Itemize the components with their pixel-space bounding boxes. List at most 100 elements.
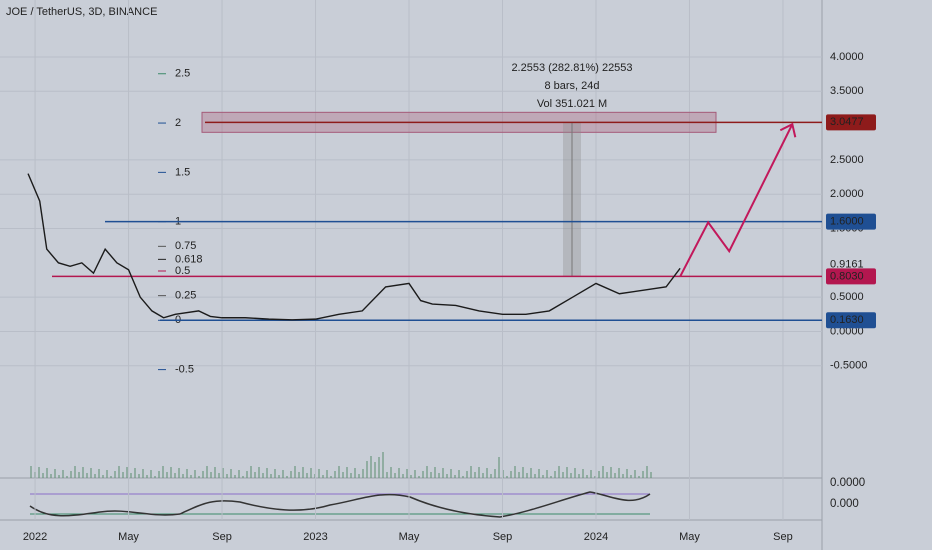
volume-bar [606, 472, 608, 478]
y-tick-label: 3.5000 [830, 85, 864, 97]
volume-bar [122, 472, 124, 478]
level-label: 1.6000 [830, 216, 864, 228]
volume-bar [354, 468, 356, 478]
last-price-label: 0.9161 [830, 259, 864, 271]
volume-bar [454, 475, 456, 478]
volume-bar [402, 474, 404, 478]
volume-bar [158, 471, 160, 478]
volume-bar [426, 466, 428, 478]
volume-bar [218, 473, 220, 478]
volume-bar [438, 473, 440, 478]
volume-bar [638, 476, 640, 478]
volume-bar [78, 472, 80, 478]
volume-bar [130, 473, 132, 478]
volume-bar [142, 469, 144, 478]
volume-bar [82, 467, 84, 478]
volume-bar [334, 471, 336, 478]
volume-bar [250, 466, 252, 478]
volume-bar [386, 472, 388, 478]
volume-bar [310, 468, 312, 478]
volume-bar [414, 470, 416, 478]
volume-bar [286, 476, 288, 478]
volume-bar [146, 475, 148, 478]
volume-bar [614, 473, 616, 478]
volume-bar [182, 474, 184, 478]
volume-bar [398, 468, 400, 478]
volume-bar [406, 469, 408, 478]
volume-bar [482, 473, 484, 478]
volume-bar [574, 468, 576, 478]
volume-bar [554, 471, 556, 478]
volume-bar [138, 474, 140, 478]
y-tick-label: 2.5000 [830, 154, 864, 166]
volume-bar [650, 472, 652, 478]
fib-label: 0.75 [175, 240, 196, 252]
volume-bar [410, 475, 412, 478]
volume-bar [86, 473, 88, 478]
volume-bar [602, 466, 604, 478]
volume-bar [262, 473, 264, 478]
volume-bar [446, 474, 448, 478]
volume-bar [118, 466, 120, 478]
volume-bar [290, 471, 292, 478]
volume-bar [366, 461, 368, 478]
volume-bar [522, 467, 524, 478]
measure-label: 8 bars, 24d [544, 80, 599, 92]
level-label: 3.0477 [830, 116, 864, 128]
volume-bar [202, 471, 204, 478]
x-tick-label: 2023 [303, 531, 327, 543]
volume-bar [270, 474, 272, 478]
volume-bar [506, 476, 508, 478]
x-tick-label: 2022 [23, 531, 47, 543]
volume-bar [102, 475, 104, 478]
volume-bar [46, 468, 48, 478]
volume-bar [110, 476, 112, 478]
volume-bar [126, 467, 128, 478]
volume-bar [578, 474, 580, 478]
projection-arrowhead [779, 122, 797, 138]
volume-bar [266, 468, 268, 478]
volume-bar [186, 469, 188, 478]
volume-bar [314, 474, 316, 478]
projection-line [679, 123, 794, 278]
volume-bar [50, 474, 52, 478]
volume-bar [98, 469, 100, 478]
volume-bar [206, 466, 208, 478]
volume-bar [630, 475, 632, 478]
volume-bar [106, 470, 108, 478]
volume-bar [422, 471, 424, 478]
y-tick-label: 4.0000 [830, 51, 864, 63]
y-tick-label: -0.5000 [830, 360, 867, 372]
volume-bar [274, 469, 276, 478]
volume-bar [642, 471, 644, 478]
fib-label: 0.618 [175, 253, 203, 265]
volume-bar [514, 466, 516, 478]
volume-bar [42, 473, 44, 478]
volume-bar [278, 475, 280, 478]
y-tick-label: 0.5000 [830, 291, 864, 303]
volume-bar [154, 476, 156, 478]
level-label: 0.1630 [830, 314, 864, 326]
volume-bar [346, 467, 348, 478]
fib-label: 1.5 [175, 166, 190, 178]
volume-bar [558, 466, 560, 478]
volume-bar [90, 468, 92, 478]
volume-bar [498, 457, 500, 478]
volume-bar [450, 469, 452, 478]
volume-bar [134, 468, 136, 478]
volume-bar [458, 470, 460, 478]
volume-bar [590, 470, 592, 478]
volume-bar [362, 469, 364, 478]
volume-bar [282, 470, 284, 478]
volume-bar [394, 473, 396, 478]
volume-bar [54, 469, 56, 478]
volume-bar [462, 476, 464, 478]
volume-bar [242, 476, 244, 478]
volume-bar [70, 471, 72, 478]
volume-bar [570, 473, 572, 478]
volume-bar [170, 467, 172, 478]
volume-bar [230, 469, 232, 478]
volume-bar [374, 462, 376, 478]
volume-bar [358, 474, 360, 478]
volume-bar [526, 473, 528, 478]
